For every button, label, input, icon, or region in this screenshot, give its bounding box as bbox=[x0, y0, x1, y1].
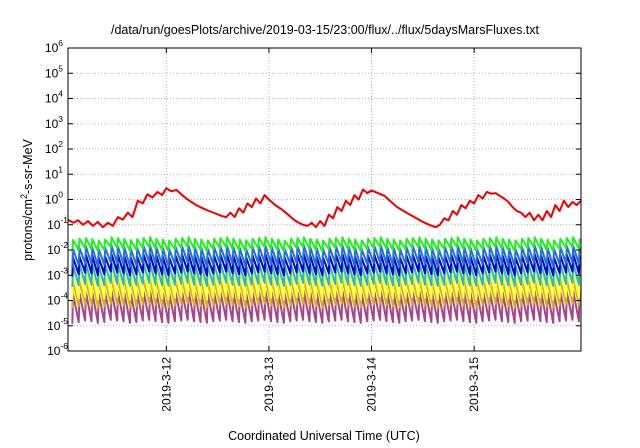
y-tick-label: 10-5 bbox=[47, 316, 68, 333]
y-tick-exponent: -2 bbox=[60, 240, 68, 250]
y-tick-base: 10 bbox=[47, 243, 61, 257]
y-tick-label: 10-3 bbox=[47, 265, 68, 282]
y-tick-base: 10 bbox=[45, 41, 59, 55]
y-tick-exponent: 1 bbox=[58, 164, 63, 174]
x-tick-label: 2019-3-15 bbox=[467, 357, 481, 412]
y-tick-base: 10 bbox=[47, 319, 61, 333]
y-tick-label: 10-6 bbox=[47, 341, 68, 358]
y-tick-base: 10 bbox=[45, 193, 59, 207]
x-tick-label: 2019-3-14 bbox=[365, 357, 379, 412]
y-tick-base: 10 bbox=[45, 167, 59, 181]
y-tick-base: 10 bbox=[45, 117, 59, 131]
y-tick-base: 10 bbox=[45, 142, 59, 156]
y-axis-label: protons/cm2-s-sr-MeV bbox=[19, 138, 35, 260]
y-tick-exponent: 2 bbox=[58, 139, 63, 149]
y-axis: 10-610-510-410-310-210-11001011021031041… bbox=[45, 38, 581, 358]
y-tick-label: 105 bbox=[45, 63, 63, 80]
series-group bbox=[67, 187, 582, 324]
x-axis: 2019-3-12 2019-3-13 2019-3-14 2019-3-15 bbox=[159, 48, 481, 412]
x-axis-label: Coordinated Universal Time (UTC) bbox=[228, 429, 420, 443]
y-axis-label-sup: 2 bbox=[19, 194, 29, 199]
y-tick-base: 10 bbox=[47, 294, 61, 308]
series-line bbox=[71, 289, 581, 324]
y-axis-label-base: protons/cm bbox=[21, 199, 35, 261]
y-tick-exponent: -5 bbox=[60, 316, 68, 326]
y-tick-exponent: 6 bbox=[58, 38, 63, 48]
y-tick-base: 10 bbox=[47, 344, 61, 358]
chart-title: /data/run/goesPlots/archive/2019-03-15/2… bbox=[111, 23, 540, 37]
y-tick-label: 103 bbox=[45, 114, 63, 131]
y-tick-base: 10 bbox=[47, 218, 61, 232]
y-tick-label: 104 bbox=[45, 89, 63, 106]
x-tick-label: 2019-3-12 bbox=[159, 357, 173, 412]
series-line bbox=[71, 244, 581, 268]
y-tick-exponent: 4 bbox=[58, 89, 63, 99]
y-tick-exponent: -6 bbox=[60, 341, 68, 351]
series-line bbox=[71, 236, 581, 253]
y-tick-label: 10-2 bbox=[47, 240, 68, 257]
x-tick-label: 2019-3-13 bbox=[262, 357, 276, 412]
series-line bbox=[71, 261, 581, 287]
y-tick-base: 10 bbox=[45, 92, 59, 106]
y-axis-label-rest: -s-sr-MeV bbox=[21, 138, 35, 194]
y-tick-label: 10-4 bbox=[47, 291, 68, 308]
y-tick-exponent: 3 bbox=[58, 114, 63, 124]
y-tick-exponent: 0 bbox=[58, 190, 63, 200]
y-tick-label: 102 bbox=[45, 139, 63, 156]
y-tick-exponent: -3 bbox=[60, 265, 68, 275]
y-tick-label: 100 bbox=[45, 190, 63, 207]
y-tick-exponent: -4 bbox=[60, 291, 68, 301]
series-line bbox=[67, 187, 582, 229]
y-tick-base: 10 bbox=[45, 66, 59, 80]
y-tick-exponent: -1 bbox=[60, 215, 68, 225]
y-tick-exponent: 5 bbox=[58, 63, 63, 73]
y-tick-label: 106 bbox=[45, 38, 63, 55]
y-tick-label: 101 bbox=[45, 164, 63, 181]
y-tick-base: 10 bbox=[47, 268, 61, 282]
y-tick-label: 10-1 bbox=[47, 215, 68, 232]
